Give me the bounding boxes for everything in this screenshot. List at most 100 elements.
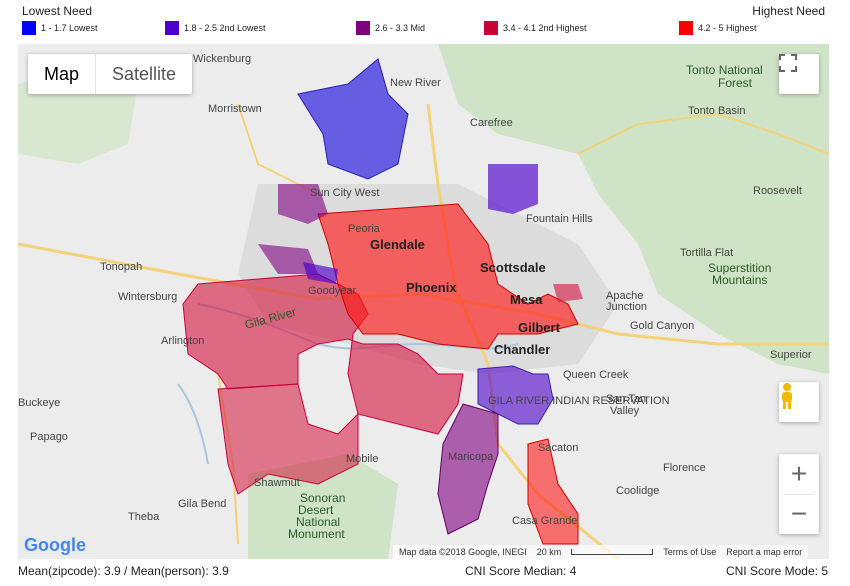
place-label: Shawmut xyxy=(254,477,300,489)
zoom-divider xyxy=(784,493,814,495)
place-label: Fountain Hills xyxy=(526,213,593,225)
place-label: Sonoran xyxy=(300,491,345,505)
place-label: Tortilla Flat xyxy=(680,247,733,259)
report-map-error-link[interactable]: Report a map error xyxy=(726,547,803,557)
legend-header: Lowest Need Highest Need 1 - 1.7 Lowest … xyxy=(0,0,850,42)
legend-swatch xyxy=(22,21,36,35)
place-label: Casa Grande xyxy=(512,515,577,527)
place-label: Superior xyxy=(770,349,812,361)
forest-area xyxy=(438,44,829,374)
zoom-out-button[interactable]: − xyxy=(790,498,808,530)
place-label: Tonopah xyxy=(100,261,142,273)
zip-region-2nd-highest xyxy=(553,284,583,302)
monument-area xyxy=(248,454,398,559)
fullscreen-button[interactable] xyxy=(779,54,819,94)
place-label: Glendale xyxy=(370,237,425,252)
place-label: Mobile xyxy=(346,453,378,465)
lowest-need-label: Lowest Need xyxy=(22,4,93,18)
zip-region-2nd-lowest xyxy=(297,58,409,180)
place-label: Tonto Basin xyxy=(688,105,745,117)
legend-item-lowest: 1 - 1.7 Lowest xyxy=(22,21,98,35)
map-data-attribution: Map data ©2018 Google, INEGI xyxy=(399,547,527,557)
google-logo: Google xyxy=(24,535,86,555)
map-type-satellite-button[interactable]: Satellite xyxy=(95,54,192,94)
place-label: Forest xyxy=(718,76,753,90)
place-label: Wintersburg xyxy=(118,291,177,303)
legend-label: 4.2 - 5 Highest xyxy=(698,23,757,33)
place-label: Phoenix xyxy=(406,280,457,295)
place-label: Scottsdale xyxy=(480,260,546,275)
zip-region-2nd-lowest xyxy=(477,365,554,425)
place-label: Theba xyxy=(128,511,160,523)
terms-of-use-link[interactable]: Terms of Use xyxy=(663,547,717,557)
place-label: Superstition xyxy=(708,261,771,275)
place-label: Valley xyxy=(610,405,640,417)
place-label: Wickenburg xyxy=(193,53,251,65)
median-stat: CNI Score Median: 4 xyxy=(465,564,577,578)
map-canvas[interactable]: Wickenburg New River Morristown Carefree… xyxy=(18,44,829,559)
place-label: Sun City West xyxy=(310,187,380,199)
place-label: Chandler xyxy=(494,342,550,357)
place-label: Gold Canyon xyxy=(630,320,694,332)
place-label: Tonto National xyxy=(686,63,763,77)
place-label: New River xyxy=(390,77,441,89)
legend-label: 1.8 - 2.5 2nd Lowest xyxy=(184,23,266,33)
place-label: Morristown xyxy=(208,103,262,115)
scale-bar xyxy=(571,549,654,555)
scale-label: 20 km xyxy=(536,547,562,557)
legend-label: 1 - 1.7 Lowest xyxy=(41,23,98,33)
legend-swatch xyxy=(356,21,370,35)
zip-region-2nd-lowest xyxy=(488,164,538,214)
place-label: National xyxy=(296,515,340,529)
zip-region-mid xyxy=(278,184,328,224)
place-label: Goodyear xyxy=(308,285,357,297)
map-graphic: Wickenburg New River Morristown Carefree… xyxy=(18,44,829,559)
legend-item-highest: 4.2 - 5 Highest xyxy=(679,21,757,35)
place-label: Florence xyxy=(663,462,706,474)
river-line xyxy=(177,383,209,465)
place-label: Coolidge xyxy=(616,485,659,497)
legend-label: 2.6 - 3.3 Mid xyxy=(375,23,426,33)
place-label: GILA RIVER INDIAN RESERVATION xyxy=(488,395,670,407)
legend-swatch xyxy=(679,21,693,35)
highway-87 xyxy=(577,112,829,155)
map-type-control: Map Satellite xyxy=(28,54,193,94)
zip-region-2nd-lowest xyxy=(303,262,338,284)
place-label: Papago xyxy=(30,431,68,443)
place-label: Roosevelt xyxy=(753,185,802,197)
legend-swatch xyxy=(484,21,498,35)
legend-swatch xyxy=(165,21,179,35)
zoom-control: + − xyxy=(779,454,819,534)
mean-stat: Mean(zipcode): 3.9 / Mean(person): 3.9 xyxy=(18,564,229,578)
place-label: Queen Creek xyxy=(563,369,629,381)
stats-footer: Mean(zipcode): 3.9 / Mean(person): 3.9 C… xyxy=(0,562,850,582)
place-label: Maricopa xyxy=(448,451,494,463)
place-label: Arlington xyxy=(161,335,204,347)
zip-region-mid xyxy=(437,403,499,535)
mode-stat: CNI Score Mode: 5 xyxy=(725,564,828,578)
place-label: Sacaton xyxy=(538,442,578,454)
place-label: San Tan xyxy=(606,393,646,405)
place-label: Gilbert xyxy=(518,320,561,335)
place-label: Apache xyxy=(606,290,643,302)
zoom-in-button[interactable]: + xyxy=(790,457,808,489)
zip-region-highest xyxy=(317,203,579,350)
legend-label: 3.4 - 4.1 2nd Highest xyxy=(503,23,587,33)
place-label: Mesa xyxy=(510,292,543,307)
place-label: Buckeye xyxy=(18,397,60,409)
place-label: Carefree xyxy=(470,117,513,129)
zip-region-mid xyxy=(258,244,318,274)
fullscreen-icon xyxy=(779,54,797,72)
place-label: Junction xyxy=(606,301,647,313)
place-label: Peoria xyxy=(348,223,381,235)
zip-region-2nd-highest xyxy=(217,383,359,495)
map-type-map-button[interactable]: Map xyxy=(44,64,80,84)
highest-need-label: Highest Need xyxy=(752,4,825,18)
place-label: Gila Bend xyxy=(178,498,226,510)
street-view-pegman[interactable] xyxy=(779,382,819,422)
legend-item-mid: 2.6 - 3.3 Mid xyxy=(356,21,425,35)
place-label: Mountains xyxy=(712,273,767,287)
place-label: Monument xyxy=(288,527,345,541)
place-label: Desert xyxy=(298,503,334,517)
pegman-icon xyxy=(782,383,792,409)
